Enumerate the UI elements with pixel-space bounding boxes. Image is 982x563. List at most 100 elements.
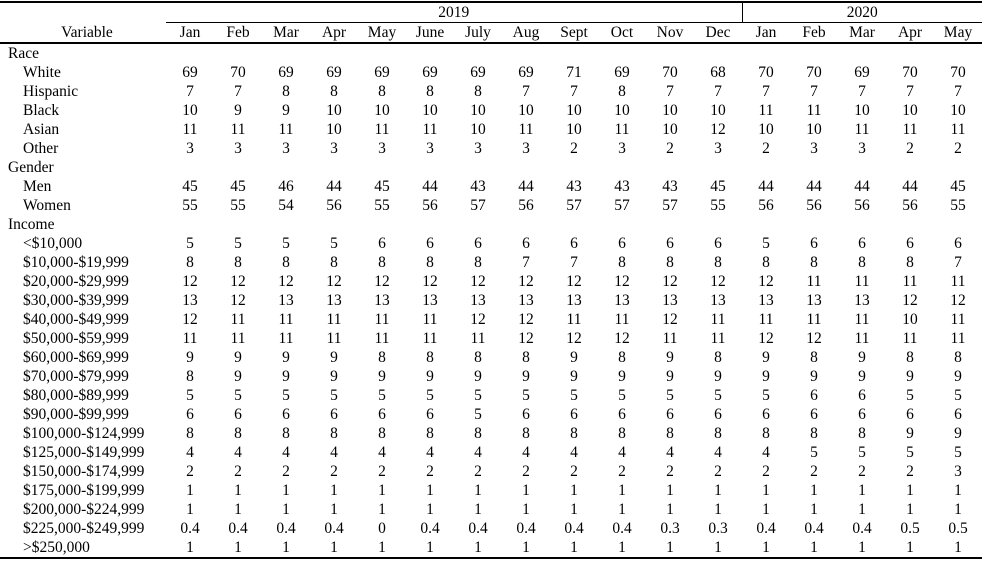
- cell-value: 2: [474, 463, 482, 480]
- cell-value: 57: [566, 197, 582, 214]
- cell-value: 7: [666, 83, 674, 100]
- data-row: $60,000-$69,999 9 9 9 9 8 8 8 8 9 8 9 8 9 8 9 8 8: [0, 348, 982, 367]
- data-row: $10,000-$19,999 8 8 8 8 8 8 8 7 7 8 8 8 8 8 8 8 7: [0, 253, 982, 272]
- month-column-header: May: [358, 22, 406, 44]
- cell-value: 7: [570, 83, 578, 100]
- cell-value: 2: [954, 140, 962, 157]
- cell-value: 11: [374, 311, 390, 328]
- cell-value: 12: [278, 273, 294, 290]
- cell-value: 8: [618, 425, 626, 442]
- cell-value: 54: [278, 197, 294, 214]
- cell-value: 8: [714, 349, 722, 366]
- cell-value: 9: [186, 349, 194, 366]
- cell-value: 7: [714, 83, 722, 100]
- cell-value: 10: [662, 121, 678, 138]
- cell-value: 4: [378, 444, 386, 461]
- cell-value: [934, 158, 982, 177]
- cell-value: 5: [714, 387, 722, 404]
- cell-value: 4: [714, 444, 722, 461]
- cell-value: 69: [182, 64, 198, 81]
- cell-value: [310, 215, 358, 234]
- row-label: White: [23, 64, 61, 81]
- cell-value: 56: [326, 197, 342, 214]
- cell-value: 1: [522, 482, 530, 499]
- row-label: Asian: [23, 121, 60, 138]
- cell-value: 6: [714, 406, 722, 423]
- cell-value: 6: [810, 235, 818, 252]
- cell-value: 12: [806, 330, 822, 347]
- cell-value: [598, 158, 646, 177]
- cell-value: 3: [954, 463, 962, 480]
- cell-value: [310, 43, 358, 63]
- cell-value: 5: [522, 387, 530, 404]
- cell-value: 11: [182, 121, 198, 138]
- cell-value: 1: [570, 501, 578, 518]
- cell-value: 8: [570, 425, 578, 442]
- year-header-row: 2019 2020: [0, 1, 982, 23]
- cell-value: 10: [470, 102, 486, 119]
- cell-value: 12: [950, 292, 966, 309]
- cell-value: 9: [282, 102, 290, 119]
- cell-value: [886, 158, 934, 177]
- cell-value: 12: [614, 330, 630, 347]
- cell-value: [886, 215, 934, 234]
- cell-value: 1: [618, 501, 626, 518]
- cell-value: 11: [374, 330, 390, 347]
- cell-value: 13: [662, 292, 678, 309]
- row-label: $225,000-$249,999: [23, 520, 145, 537]
- cell-value: [262, 43, 310, 63]
- cell-value: 2: [522, 463, 530, 480]
- cell-value: 6: [810, 406, 818, 423]
- cell-value: 8: [810, 349, 818, 366]
- cell-value: 13: [182, 292, 198, 309]
- cell-value: 10: [470, 121, 486, 138]
- cell-value: 1: [906, 482, 914, 499]
- row-label: Race: [8, 45, 39, 62]
- cell-value: [694, 43, 742, 63]
- cell-value: 11: [278, 330, 294, 347]
- cell-value: 5: [570, 387, 578, 404]
- cell-value: [550, 215, 598, 234]
- cell-value: [454, 43, 502, 63]
- cell-value: 6: [426, 235, 434, 252]
- cell-value: 13: [758, 292, 774, 309]
- row-label: Women: [23, 197, 71, 214]
- cell-value: 5: [474, 387, 482, 404]
- cell-value: 1: [762, 501, 770, 518]
- month-column-header: Mar: [262, 22, 310, 44]
- cell-value: [742, 158, 790, 177]
- cell-value: 71: [566, 64, 582, 81]
- cell-value: 1: [714, 501, 722, 518]
- cell-value: 10: [614, 102, 630, 119]
- cell-value: 2: [666, 140, 674, 157]
- cell-value: 2: [186, 463, 194, 480]
- cell-value: 4: [618, 444, 626, 461]
- cell-value: [742, 215, 790, 234]
- month-column-header: Feb: [790, 22, 838, 44]
- cell-value: 8: [906, 254, 914, 271]
- cell-value: [646, 158, 694, 177]
- cell-value: 0.4: [468, 520, 488, 537]
- cell-value: 70: [806, 64, 822, 81]
- cell-value: [358, 43, 406, 63]
- cell-value: 1: [378, 482, 386, 499]
- cell-value: 55: [374, 197, 390, 214]
- data-row: $20,000-$29,999 12 12 12 12 12 12 12 12 12 12 12 12 1…: [0, 272, 982, 291]
- cell-value: [838, 215, 886, 234]
- cell-value: 10: [662, 102, 678, 119]
- cell-value: 8: [186, 425, 194, 442]
- cell-value: [502, 215, 550, 234]
- cell-value: 12: [710, 273, 726, 290]
- cell-value: 8: [186, 254, 194, 271]
- cell-value: [694, 215, 742, 234]
- year-2020-header: 2020: [741, 1, 982, 23]
- month-column-header: Mar: [838, 22, 886, 44]
- cell-value: 1: [378, 501, 386, 518]
- cell-value: 8: [234, 425, 242, 442]
- cell-value: 8: [810, 425, 818, 442]
- cell-value: 6: [282, 406, 290, 423]
- cell-value: 11: [614, 311, 630, 328]
- cell-value: 0.5: [900, 520, 920, 537]
- cell-value: 11: [950, 311, 966, 328]
- cell-value: 8: [618, 83, 626, 100]
